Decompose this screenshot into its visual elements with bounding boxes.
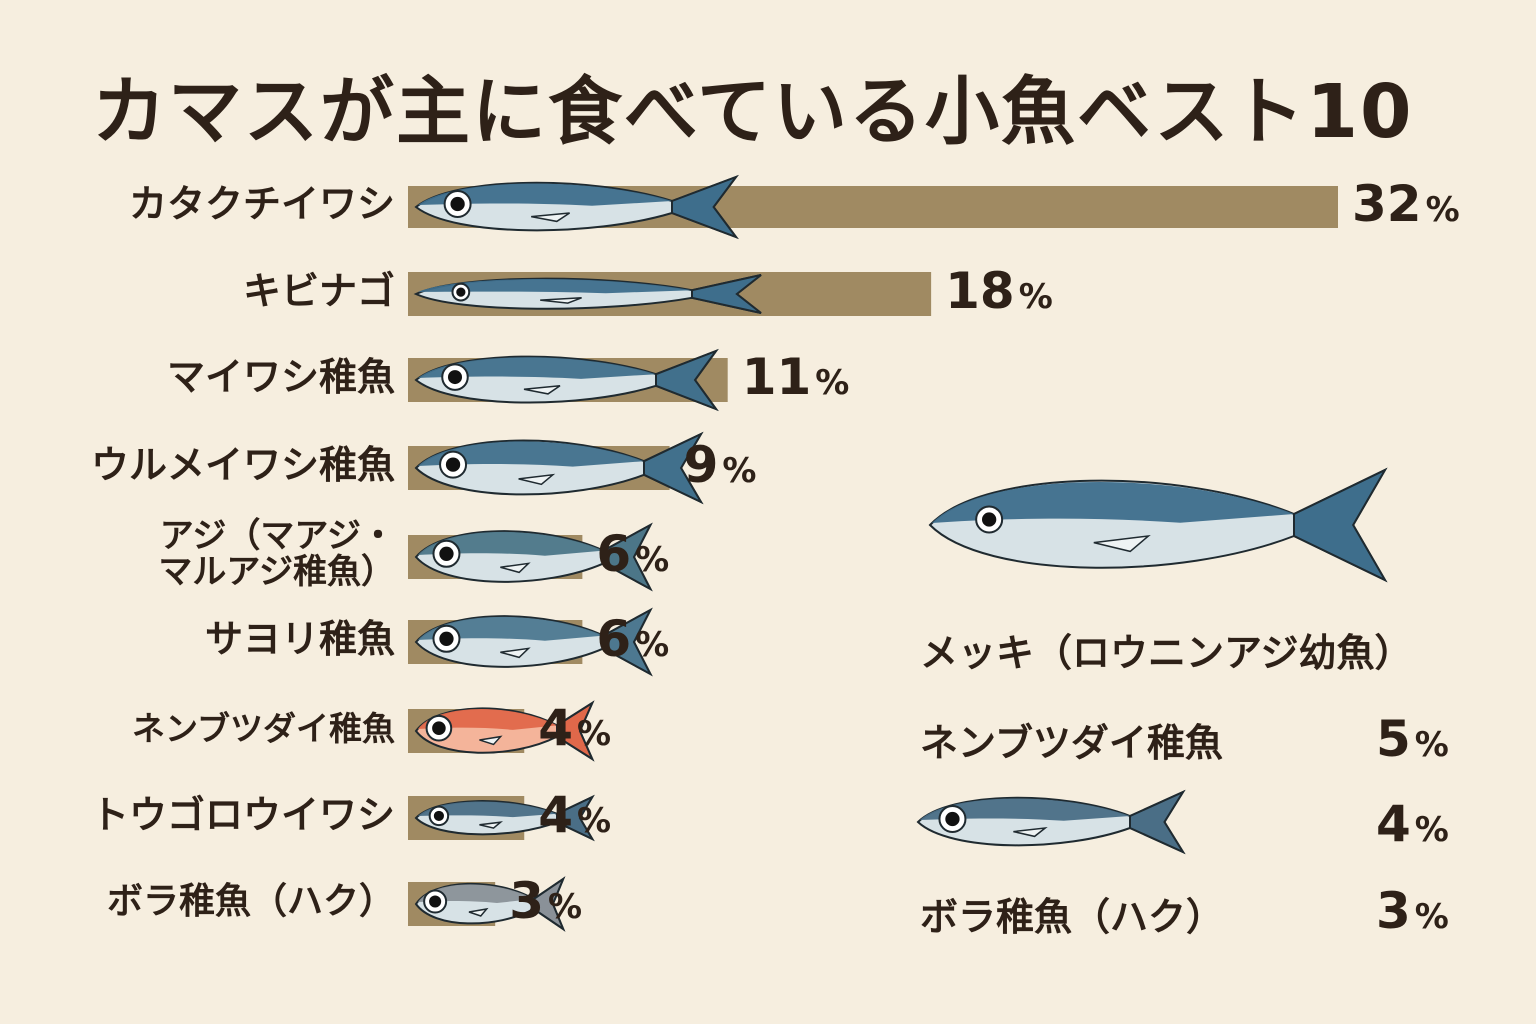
percent-sign: % <box>722 451 757 491</box>
side-entry-label: ネンブツダイ稚魚 <box>920 721 1223 765</box>
fish-icon <box>414 174 739 240</box>
side-entry-label: メッキ（ロウニンアジ幼魚） <box>920 631 1413 675</box>
value-label: 6% <box>596 525 669 583</box>
value-label: 9% <box>684 436 757 494</box>
value-label: 4% <box>538 699 611 757</box>
value-number: 9 <box>683 436 719 494</box>
percent-sign: % <box>1414 810 1449 850</box>
category-label: キビナゴ <box>242 269 395 314</box>
category-label-line: トウゴロウイワシ <box>90 793 395 838</box>
value-label: 3% <box>509 872 582 930</box>
category-label-line: マルアジ稚魚） <box>158 551 395 592</box>
fish-icon <box>413 274 762 314</box>
category-label-line: サヨリ稚魚 <box>204 617 395 662</box>
fish-icon <box>414 348 719 412</box>
percent-sign: % <box>635 540 670 580</box>
value-label: 4% <box>538 786 611 844</box>
value-number: 18 <box>945 262 1015 320</box>
category-label-line: ウルメイワシ稚魚 <box>90 443 395 488</box>
category-label-line: アジ（マアジ・ <box>159 516 395 557</box>
percent-sign: % <box>1018 277 1053 317</box>
percent-sign: % <box>635 625 670 665</box>
fish-icon <box>414 607 653 677</box>
value-label: 6% <box>596 610 669 668</box>
category-label-line: キビナゴ <box>242 269 395 314</box>
category-label-line: カタクチイワシ <box>128 182 395 227</box>
fish-icon <box>414 876 566 932</box>
side-entry-label: ボラ稚魚（ハク） <box>920 895 1225 939</box>
side-value-number: 3 <box>1376 882 1411 940</box>
mekki-fish-icon <box>928 467 1388 583</box>
category-label-line: ネンブツダイ稚魚 <box>131 708 395 748</box>
fish-icon <box>414 522 653 592</box>
category-label-line: ボラ稚魚（ハク） <box>106 881 395 923</box>
percent-sign: % <box>577 714 612 754</box>
percent-sign: % <box>1425 190 1460 230</box>
side-value-number: 4 <box>1376 795 1411 853</box>
category-label: トウゴロウイワシ <box>90 793 395 838</box>
side-entry-value: 3% <box>1376 882 1449 940</box>
category-label: カタクチイワシ <box>128 182 395 227</box>
category-label: ウルメイワシ稚魚 <box>90 443 395 488</box>
value-number: 3 <box>509 872 544 930</box>
percent-sign: % <box>1414 725 1449 765</box>
fish-icon <box>414 431 704 505</box>
side-entry-value: 5% <box>1376 710 1449 768</box>
category-label-line: マイワシ稚魚 <box>166 355 395 400</box>
category-label: ボラ稚魚（ハク） <box>107 883 395 921</box>
percent-sign: % <box>1414 897 1449 937</box>
percent-sign: % <box>547 887 583 927</box>
category-label: サヨリ稚魚 <box>204 617 395 662</box>
fish-icon <box>414 794 595 842</box>
side-value-number: 5 <box>1376 710 1411 768</box>
category-label: マイワシ稚魚 <box>166 355 395 400</box>
value-number: 6 <box>596 610 632 668</box>
value-number: 32 <box>1352 175 1422 233</box>
value-number: 11 <box>741 348 812 406</box>
side-fish-icon <box>916 789 1186 855</box>
category-label: アジ（マアジ・ マルアジ稚魚） <box>158 519 395 590</box>
category-label: ネンブツダイ稚魚 <box>131 708 395 748</box>
value-number: 4 <box>538 786 574 844</box>
percent-sign: % <box>577 801 612 841</box>
fish-icon <box>414 700 595 762</box>
side-entry-value: 4% <box>1376 795 1449 853</box>
value-label: 18% <box>945 262 1053 320</box>
percent-sign: % <box>815 363 850 403</box>
value-number: 4 <box>538 699 574 757</box>
value-label: 11% <box>742 348 850 406</box>
chart-title: カマスが主に食べている小魚ベスト10 <box>92 69 1414 155</box>
value-label: 32% <box>1352 175 1460 233</box>
value-number: 6 <box>596 525 632 583</box>
